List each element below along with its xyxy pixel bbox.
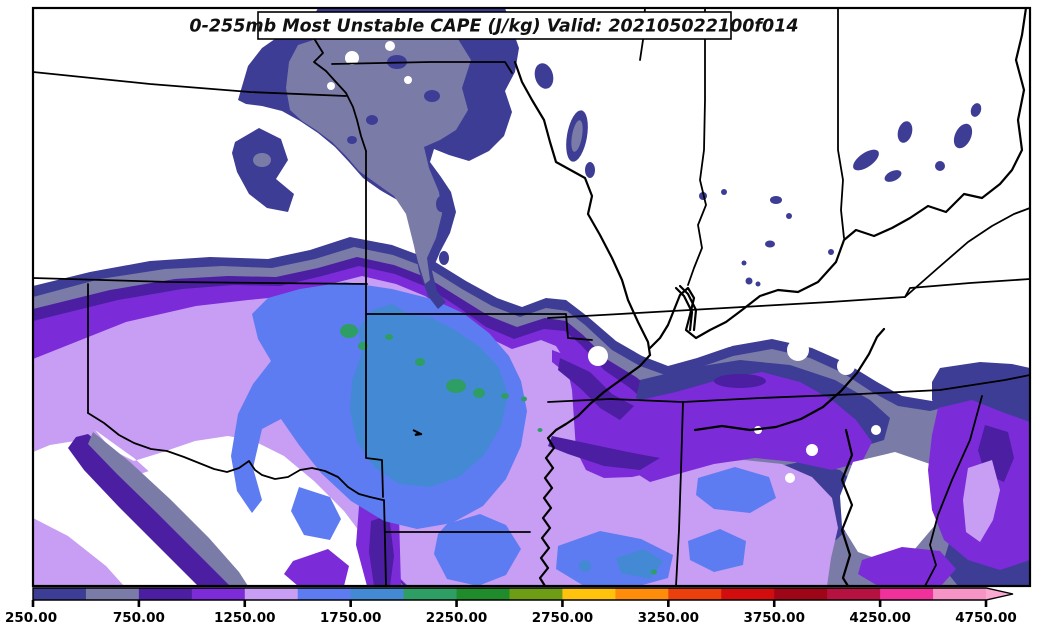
colorbar-segment-500 xyxy=(85,588,140,600)
georgia-purple-core xyxy=(858,400,1030,586)
colorbar-segment-3000 xyxy=(615,588,669,600)
colorbar-segment-3750 xyxy=(774,588,828,600)
colorbar-segment-2250 xyxy=(456,588,510,600)
colorbar-segment-3250 xyxy=(668,588,722,600)
colorbar: 250.00 750.00 1250.00 1750.00 2250.00 2750.00… xyxy=(5,587,1017,626)
satellite-gray-inner xyxy=(571,120,583,152)
wedge-side-bands xyxy=(33,432,248,586)
title-box: 0-255mb Most Unstable CAPE (J/kg) Valid:… xyxy=(189,11,799,40)
colorbar-segment-1750 xyxy=(350,588,405,600)
colorbar-tick-label: 3250.00 xyxy=(638,610,700,626)
colorbar-segment-2750 xyxy=(562,588,616,600)
page-title: 0-255mb Most Unstable CAPE (J/kg) Valid:… xyxy=(189,17,798,37)
colorbar-outline xyxy=(32,587,1014,601)
colorbar-tick-label: 750.00 xyxy=(113,610,165,626)
colorbar-segment-1250 xyxy=(244,588,299,600)
colorbar-segment-750 xyxy=(138,588,193,600)
colorbar-tick-label: 2250.00 xyxy=(426,610,488,626)
state-borders xyxy=(33,8,1030,586)
colorbar-segment-2500 xyxy=(509,588,563,600)
colorbar-segment-4000 xyxy=(827,588,881,600)
map-marks xyxy=(412,429,423,436)
white-gaps xyxy=(588,329,944,562)
colorbar-tick-label: 4750.00 xyxy=(955,610,1017,626)
sw-corner-lavender xyxy=(33,518,124,586)
rivers xyxy=(513,8,1028,586)
map-frame xyxy=(31,6,1032,588)
cape-ms-tn-purple-band xyxy=(548,350,872,482)
colorbar-segment-3500 xyxy=(721,588,775,600)
colorbar-segment-1000 xyxy=(191,588,246,600)
colorbar-segment-4500 xyxy=(933,588,987,600)
colorbar-tick-label: 4250.00 xyxy=(849,610,911,626)
cape-layer-2000-seagreen xyxy=(340,324,657,575)
colorbar-segment-1500 xyxy=(297,588,352,600)
colorbar-tick-label: 3750.00 xyxy=(743,610,805,626)
colorbar-segment-2000 xyxy=(403,588,458,600)
colorbar-segment-250 xyxy=(33,588,87,600)
dry-slot-white-wedge xyxy=(95,430,398,586)
colorbar-tick-label: 1750.00 xyxy=(320,610,382,626)
colorbar-tick-label: 2750.00 xyxy=(532,610,594,626)
colorbar-tick-label: 250.00 xyxy=(5,610,57,626)
colorbar-segment-4250 xyxy=(880,588,934,600)
colorbar-tick-label: 1250.00 xyxy=(214,610,276,626)
colorbar-extend-arrow xyxy=(986,588,1013,600)
cape-filled-contours xyxy=(33,8,1030,586)
